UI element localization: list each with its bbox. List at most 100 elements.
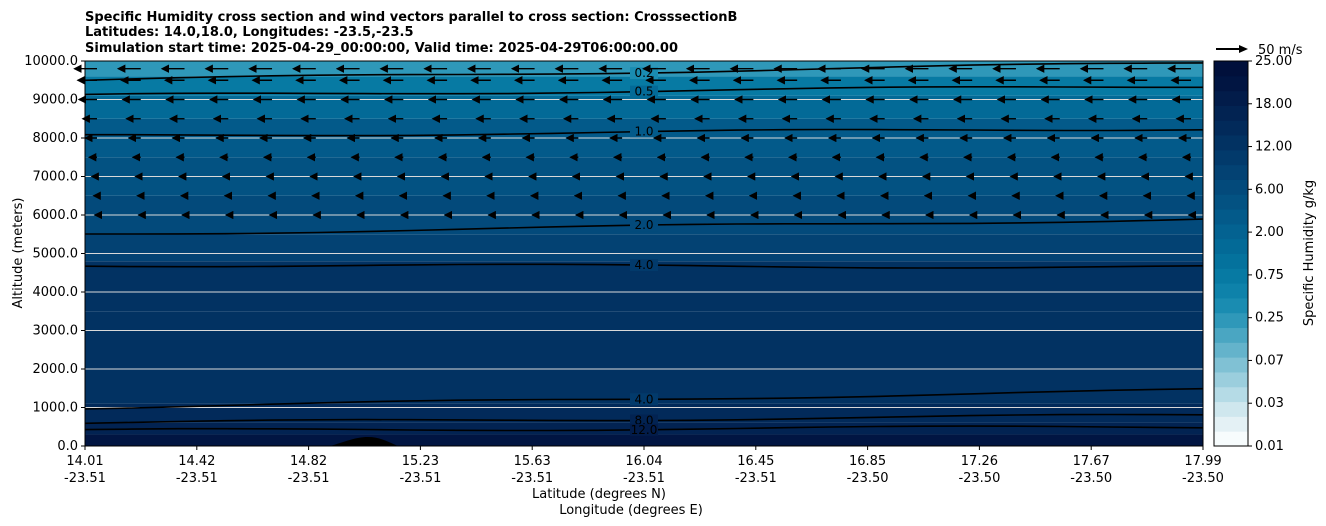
- wind-reference-label: 50 m/s: [1258, 43, 1303, 58]
- x-tick-lon-8: -23.50: [958, 471, 1000, 486]
- x-tick-lon-3: -23.51: [399, 471, 441, 486]
- humidity-band-6: [85, 234, 1203, 262]
- y-tick-label-4: 4000.0: [33, 285, 79, 300]
- contour-label-4: 4.0: [634, 258, 653, 272]
- x-tick-lon-1: -23.51: [176, 471, 218, 486]
- contour-label-3: 2.0: [634, 218, 653, 232]
- colorbar-segment-6: [1214, 342, 1248, 358]
- colorbar-segment-17: [1214, 179, 1248, 195]
- colorbar-segment-15: [1214, 209, 1248, 225]
- colorbar-segment-13: [1214, 238, 1248, 254]
- x-tick-lon-2: -23.51: [288, 471, 330, 486]
- x-tick-lat-9: 17.67: [1073, 454, 1110, 469]
- colorbar-label: Specific Humidity g/kg: [1302, 180, 1317, 326]
- colorbar-tick-label-3: 0.25: [1255, 311, 1284, 326]
- colorbar: 0.01 0.03 0.07 0.25 0.75 2.00 6.00 12.00 18.00 25…: [1213, 54, 1292, 454]
- contour-label-2: 1.0: [634, 125, 653, 139]
- colorbar-tick-label-9: 25.00: [1255, 54, 1292, 69]
- colorbar-segment-8: [1214, 312, 1248, 329]
- x-tick-lat-3: 15.23: [402, 454, 439, 469]
- colorbar-segment-14: [1214, 223, 1248, 240]
- colorbar-segment-1: [1214, 416, 1248, 432]
- humidity-band-10: [85, 95, 1203, 119]
- wind-reference-arrowhead: [1239, 45, 1248, 53]
- x-tick-lon-6: -23.51: [735, 471, 777, 486]
- humidity-band-0: [85, 434, 1203, 446]
- colorbar-segment-18: [1214, 164, 1248, 180]
- colorbar-tick-label-1: 0.03: [1255, 396, 1284, 411]
- colorbar-segment-10: [1214, 283, 1248, 299]
- humidity-band-4: [85, 311, 1203, 369]
- colorbar-segment-7: [1214, 327, 1248, 343]
- title-line-3: Simulation start time: 2025-04-29_00:00:…: [85, 41, 678, 56]
- contour-label-bg-3: [630, 219, 658, 232]
- x-axis-label-latitude: Latitude (degrees N): [532, 487, 666, 502]
- x-tick-lon-7: -23.50: [847, 471, 889, 486]
- x-tick-lat-5: 16.04: [625, 454, 662, 469]
- x-tick-lon-5: -23.51: [623, 471, 665, 486]
- humidity-contours: 0.20.51.02.04.04.08.012.0: [84, 62, 1204, 437]
- x-tick-lon-10: -23.50: [1182, 471, 1224, 486]
- contour-label-7: 12.0: [631, 423, 658, 437]
- y-tick-label-5: 5000.0: [33, 247, 79, 262]
- humidity-band-2: [85, 403, 1203, 423]
- colorbar-tick-label-2: 0.07: [1255, 353, 1284, 368]
- x-axis: 14.01 -23.51 14.42 -23.51 14.82 -23.51 15.23 -2…: [64, 446, 1224, 486]
- plot-area: 0.20.51.02.04.04.08.012.0: [73, 60, 1204, 447]
- colorbar-frame: [1213, 60, 1249, 447]
- y-axis: 0.0 1000.0 2000.0 3000.0 4000.0 5000.0 6000.0 7…: [24, 54, 85, 454]
- colorbar-segment-24: [1214, 75, 1248, 92]
- colorbar-segment-5: [1214, 357, 1248, 373]
- x-axis-label-longitude: Longitude (degrees E): [559, 503, 703, 518]
- y-tick-label-0: 0.0: [57, 439, 78, 454]
- y-tick-label-2: 2000.0: [33, 362, 79, 377]
- y-tick-label-10: 10000.0: [24, 54, 78, 69]
- x-tick-lat-6: 16.45: [737, 454, 774, 469]
- y-axis-label: Altitude (meters): [11, 198, 26, 309]
- contour-label-5: 4.0: [634, 392, 653, 406]
- x-tick-lat-0: 14.01: [66, 454, 103, 469]
- colorbar-segment-2: [1214, 401, 1248, 417]
- contour-label-bg-6: [630, 414, 658, 427]
- contour-label-bg-4: [630, 259, 658, 272]
- colorbar-segment-4: [1214, 371, 1248, 388]
- colorbar-segment-12: [1214, 253, 1248, 269]
- colorbar-tick-label-7: 12.00: [1255, 140, 1292, 155]
- colorbar-tick-label-6: 6.00: [1255, 182, 1284, 197]
- colorbar-tick-label-5: 2.00: [1255, 225, 1284, 240]
- y-tick-label-6: 6000.0: [33, 208, 79, 223]
- y-tick-label-1: 1000.0: [33, 401, 79, 416]
- contour-label-bg-2: [630, 125, 658, 138]
- x-tick-lon-4: -23.51: [511, 471, 553, 486]
- colorbar-segment-21: [1214, 120, 1248, 136]
- wind-vectors: [73, 64, 1197, 220]
- x-tick-lon-0: -23.51: [64, 471, 106, 486]
- y-tick-label-7: 7000.0: [33, 170, 79, 185]
- x-tick-lat-1: 14.42: [178, 454, 215, 469]
- x-tick-lon-9: -23.50: [1070, 471, 1112, 486]
- colorbar-segment-20: [1214, 135, 1248, 151]
- contour-label-bg-7: [630, 423, 658, 436]
- colorbar-tick-label-8: 18.00: [1255, 97, 1292, 112]
- contour-label-bg-1: [630, 85, 658, 98]
- title-line-2: Latitudes: 14.0,18.0, Longitudes: -23.5,…: [85, 25, 414, 40]
- x-tick-lat-8: 17.26: [961, 454, 998, 469]
- colorbar-segment-3: [1214, 386, 1248, 403]
- terrain-bump: [330, 437, 398, 446]
- colorbar-segment-22: [1214, 105, 1248, 121]
- y-tick-label-3: 3000.0: [33, 324, 79, 339]
- colorbar-segment-16: [1214, 194, 1248, 210]
- x-tick-lat-2: 14.82: [290, 454, 327, 469]
- chart-title: Specific Humidity cross section and wind…: [85, 10, 737, 56]
- colorbar-segment-19: [1214, 149, 1248, 166]
- colorbar-segment-11: [1214, 268, 1248, 284]
- colorbar-tick-label-0: 0.01: [1255, 439, 1284, 454]
- y-tick-label-9: 9000.0: [33, 93, 79, 108]
- y-tick-label-8: 8000.0: [33, 131, 79, 146]
- colorbar-tick-label-4: 0.75: [1255, 268, 1284, 283]
- wind-reference-key: 50 m/s: [1216, 43, 1303, 58]
- contour-label-1: 0.5: [634, 85, 653, 99]
- colorbar-segment-23: [1214, 90, 1248, 106]
- contour-label-bg-5: [630, 393, 658, 406]
